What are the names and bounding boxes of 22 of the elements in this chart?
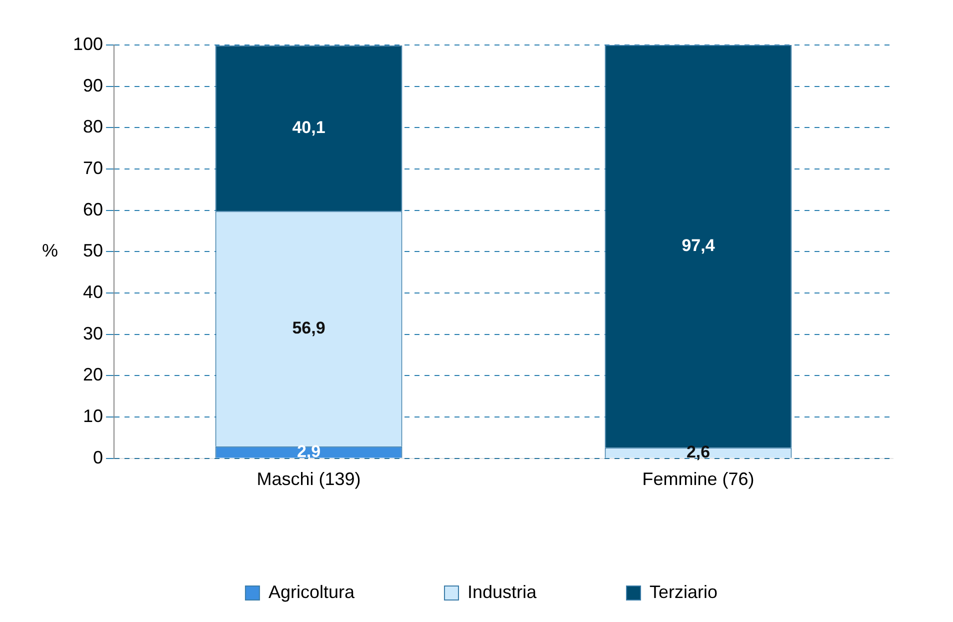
y-tick-label: 80 <box>83 116 104 137</box>
y-tick-label: 60 <box>83 199 104 220</box>
x-tick-label: Femmine (76) <box>642 469 754 490</box>
y-tick-label: 90 <box>83 75 104 96</box>
data-label: 2,6 <box>686 442 710 462</box>
y-tick-label: 0 <box>93 447 104 468</box>
data-label: 40,1 <box>292 118 326 137</box>
y-axis-title: % <box>42 240 58 261</box>
y-tick-label: 10 <box>83 406 104 426</box>
y-tick-label: 30 <box>83 323 104 344</box>
data-label: 97,4 <box>682 236 716 256</box>
y-tick-label: 50 <box>83 240 104 261</box>
x-tick-label: Maschi (139) <box>256 469 361 490</box>
data-label: 2,9 <box>296 442 321 461</box>
legend-label: Terziario <box>650 582 718 602</box>
y-tick-label: 20 <box>83 364 104 385</box>
y-tick-label: 40 <box>83 282 104 302</box>
y-tick-label: 70 <box>83 158 104 178</box>
data-label: 56,9 <box>292 318 326 338</box>
legend-label: Agricoltura <box>268 582 356 602</box>
legend-label: Industria <box>467 582 538 602</box>
y-tick-label: 100 <box>72 34 104 54</box>
